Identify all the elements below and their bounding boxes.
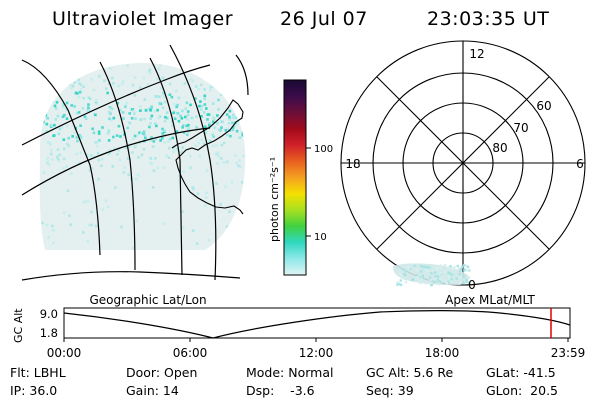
image-background	[39, 62, 246, 250]
geographic-caption: Geographic Lat/Lon	[89, 293, 206, 307]
mlat-label-70: 70	[513, 121, 528, 135]
polar-emission-speckle	[396, 264, 471, 287]
altitude-xtick-4: 23:59	[551, 346, 586, 360]
mlt-label-6: 6	[576, 157, 584, 171]
altitude-xtick-1: 06:00	[173, 346, 208, 360]
glon-info: GLon: 20.5	[486, 383, 558, 398]
altitude-ytick-low: 1.8	[40, 326, 58, 340]
dsp-info: Dsp: -3.6	[246, 383, 315, 398]
altitude-panel: GC Alt 9.0 1.8 00:00 06:00 12:00 18:00 2…	[12, 307, 585, 360]
mlt-label-18: 18	[345, 157, 360, 171]
filter-info: Flt: LBHL	[10, 365, 66, 380]
door-info: Door: Open	[126, 365, 198, 380]
gc-alt-info: GC Alt: 5.6 Re	[366, 365, 454, 380]
altitude-ytick-high: 9.0	[40, 307, 58, 321]
mlat-label-80: 80	[492, 141, 507, 155]
altitude-xtick-2: 12:00	[299, 346, 334, 360]
mlat-label-60: 60	[536, 99, 551, 113]
altitude-curve	[63, 310, 571, 339]
polar-plot: 12 18 6 0 60 70 80 Apex MLat/MLT	[340, 40, 586, 307]
polar-caption: Apex MLat/MLT	[445, 293, 535, 307]
colorbar-unit-label: photon cm⁻²s⁻¹	[268, 157, 281, 242]
page-title: Ultraviolet Imager	[52, 8, 234, 30]
geographic-image: Geographic Lat/Lon	[21, 44, 249, 307]
observation-time: 23:03:35 UT	[427, 8, 550, 30]
mode-info: Mode: Normal	[246, 365, 334, 380]
mlt-label-12: 12	[469, 47, 484, 61]
altitude-frame	[63, 307, 571, 339]
gain-info: Gain: 14	[126, 383, 179, 398]
altitude-xtick-3: 18:00	[425, 346, 460, 360]
observation-date: 26 Jul 07	[280, 8, 368, 30]
altitude-xtick-0: 00:00	[47, 346, 82, 360]
colorbar-scale	[283, 79, 307, 276]
glat-info: GLat: -41.5	[486, 365, 556, 380]
colorbar-tick-10: 10	[314, 232, 327, 243]
colorbar: 100 10 photon cm⁻²s⁻¹	[268, 79, 333, 276]
lat-lon-grid	[21, 44, 249, 281]
mlt-label-0: 0	[468, 278, 476, 292]
altitude-ylabel: GC Alt	[12, 308, 25, 343]
colorbar-tick-100: 100	[314, 144, 333, 155]
seq-info: Seq: 39	[366, 383, 414, 398]
ip-info: IP: 36.0	[10, 383, 58, 398]
coastline	[171, 99, 244, 215]
